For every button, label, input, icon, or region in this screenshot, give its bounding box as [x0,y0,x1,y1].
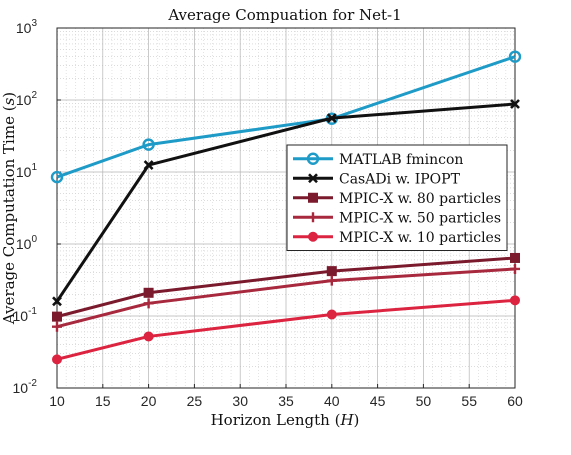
x-tick-label: 15 [95,393,111,409]
data-point [52,321,62,332]
legend-item: MPIC-X w. 50 particles [293,210,501,226]
x-tick-label: 60 [507,393,523,409]
legend-item: MPIC-X w. 10 particles [293,230,501,246]
series-casadi-w-ipopt [52,99,520,307]
x-tick-label: 35 [278,393,294,409]
data-point [52,296,62,307]
y-tick-label: 103 [16,18,38,36]
data-point [143,298,154,309]
data-point [52,354,62,365]
x-axis-label: Horizon Length (H) [211,411,360,429]
legend: MATLAB fmincon CasADi w. IPOPT MPIC-X w. 8… [286,144,508,251]
data-point [508,50,522,63]
x-tick-label: 45 [370,393,386,409]
legend-label: CasADi w. IPOPT [339,171,461,187]
x-axis-ticks: 10 15 20 25 30 35 40 45 50 55 60 [49,384,523,409]
x-tick-label: 20 [141,393,157,409]
y-tick-label: 10-2 [13,378,38,396]
data-point [326,113,337,124]
legend-label: MPIC-X w. 10 particles [339,230,501,246]
data-series [50,50,522,365]
series-line [56,267,516,329]
data-point [510,263,520,274]
y-axis-label: Average Computation Time (s) [0,92,18,325]
legend-item: MATLAB fmincon [293,152,463,168]
series-line [56,55,516,179]
y-tick-label: 102 [16,90,38,108]
series-line [56,256,516,319]
data-point [143,287,154,298]
series-line [55,102,516,303]
data-point [510,99,520,109]
legend-label: MPIC-X w. 50 particles [339,210,501,226]
x-tick-label: 50 [416,393,432,409]
data-point [143,331,154,342]
legend-item: MPIC-X w. 80 particles [293,191,501,207]
data-point [308,231,318,242]
data-point [52,311,62,322]
x-tick-label: 25 [187,393,203,409]
x-tick-label: 30 [232,393,248,409]
y-axis-ticks: 10-2 10-1 100 101 102 103 [13,18,61,396]
y-tick-label: 100 [16,234,38,252]
x-tick-label: 10 [49,393,65,409]
data-point [326,309,337,320]
legend-label: MPIC-X w. 80 particles [339,191,501,207]
data-point [50,170,64,184]
data-point [326,275,337,286]
data-point [142,138,155,151]
x-tick-label: 40 [324,393,340,409]
series-line [56,298,516,361]
legend-item: CasADi w. IPOPT [293,171,461,187]
series-mpic-x-w-50-particles [52,263,520,332]
legend-label: MATLAB fmincon [339,152,463,168]
data-point [308,192,318,203]
chart-title: Average Compuation for Net-1 [167,6,401,24]
x-tick-label: 55 [461,393,477,409]
data-point [143,160,154,170]
y-tick-label: 101 [16,162,38,180]
data-point [306,152,320,165]
data-point [510,252,520,263]
data-point [510,295,520,306]
data-point [326,266,337,277]
series-mpic-x-w-10-particles [52,295,520,365]
data-point [308,212,318,223]
data-point [308,173,318,184]
y-tick-label: 10-1 [13,306,38,324]
